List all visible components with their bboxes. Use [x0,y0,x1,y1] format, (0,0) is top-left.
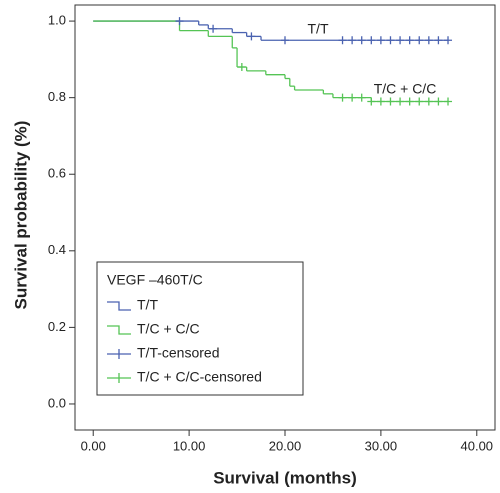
censor-mark [247,32,256,41]
y-tick-label: 0.2 [48,319,66,334]
censor-mark [444,36,453,45]
censor-mark [434,97,443,106]
legend-label: T/C + C/C-censored [137,369,262,385]
x-tick-label: 0.00 [81,438,106,453]
censor-mark [367,97,376,106]
x-tick-label: 30.00 [365,438,398,453]
y-tick-label: 1.0 [48,13,66,28]
censor-mark [338,36,347,45]
censor-mark [338,93,347,102]
censor-mark [434,36,443,45]
legend-icon [107,349,131,359]
censor-mark [175,17,184,26]
censor-mark [424,36,433,45]
legend-icon [107,301,131,311]
x-axis-title: Survival (months) [213,468,357,487]
x-tick-label: 10.00 [173,438,206,453]
censor-mark [357,93,366,102]
censor-mark [357,36,366,45]
y-tick-label: 0.4 [48,242,66,257]
censor-mark [405,36,414,45]
legend-label: T/T [137,297,158,313]
legend-icon [107,325,131,335]
censor-mark [348,36,357,45]
censor-mark [376,36,385,45]
y-axis-title: Survival probability (%) [11,121,30,310]
censor-mark [386,36,395,45]
censor-mark [367,36,376,45]
legend-box [96,261,304,396]
legend-title: VEGF –460T/C [107,272,203,288]
censor-mark [386,97,395,106]
censor-mark [396,97,405,106]
x-tick-label: 20.00 [269,438,302,453]
y-tick-label: 0.0 [48,395,66,410]
legend-icon [107,373,131,383]
censor-mark [281,36,289,45]
censor-mark [376,97,385,106]
y-tick-label: 0.6 [48,166,66,181]
legend-label: T/C + C/C [137,321,200,337]
censor-mark [348,93,357,102]
censor-mark [424,97,433,106]
censor-mark [237,63,246,72]
censor-mark [405,97,414,106]
censor-mark [209,24,218,33]
censor-mark [444,97,453,106]
annotation: T/C + C/C [374,81,437,97]
censor-mark [415,97,424,106]
y-tick-label: 0.8 [48,89,66,104]
x-tick-label: 40.00 [461,438,494,453]
legend-label: T/T-censored [137,345,219,361]
censor-mark [396,36,405,45]
censor-mark [415,36,424,45]
annotation: T/T [308,21,329,37]
